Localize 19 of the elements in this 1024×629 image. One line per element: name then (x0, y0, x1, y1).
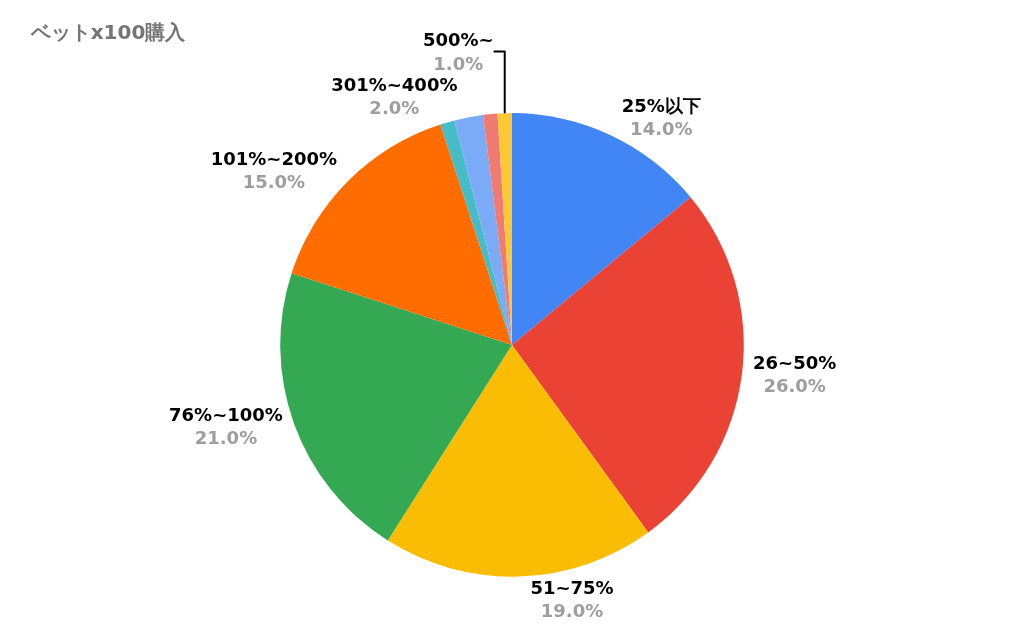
slice-label: 101%~200% (210, 147, 338, 169)
data-label: 2.0% (369, 97, 420, 118)
data-label: 14.0% (630, 118, 693, 140)
data-label: 21.0% (194, 427, 258, 449)
pie-slice (387, 344, 649, 577)
chart-title: ベットx100購入 (29, 20, 187, 45)
slice-label: 25%以下 (621, 94, 701, 116)
pie-slice (454, 114, 512, 345)
pie-slice (512, 197, 744, 533)
slice-label: 301%~400% (331, 73, 458, 95)
pie-slice (512, 113, 691, 345)
slice-label: 26~50% (753, 352, 837, 374)
data-label: 26.0% (763, 375, 826, 397)
data-label: 19.0% (540, 599, 604, 621)
data-label: 15.0% (242, 171, 306, 193)
slice-label: 500%~ (422, 29, 494, 51)
slice-label: 51~75% (530, 576, 614, 598)
data-label: 1.0% (433, 52, 484, 74)
slice-label: 76%~100% (169, 403, 283, 425)
